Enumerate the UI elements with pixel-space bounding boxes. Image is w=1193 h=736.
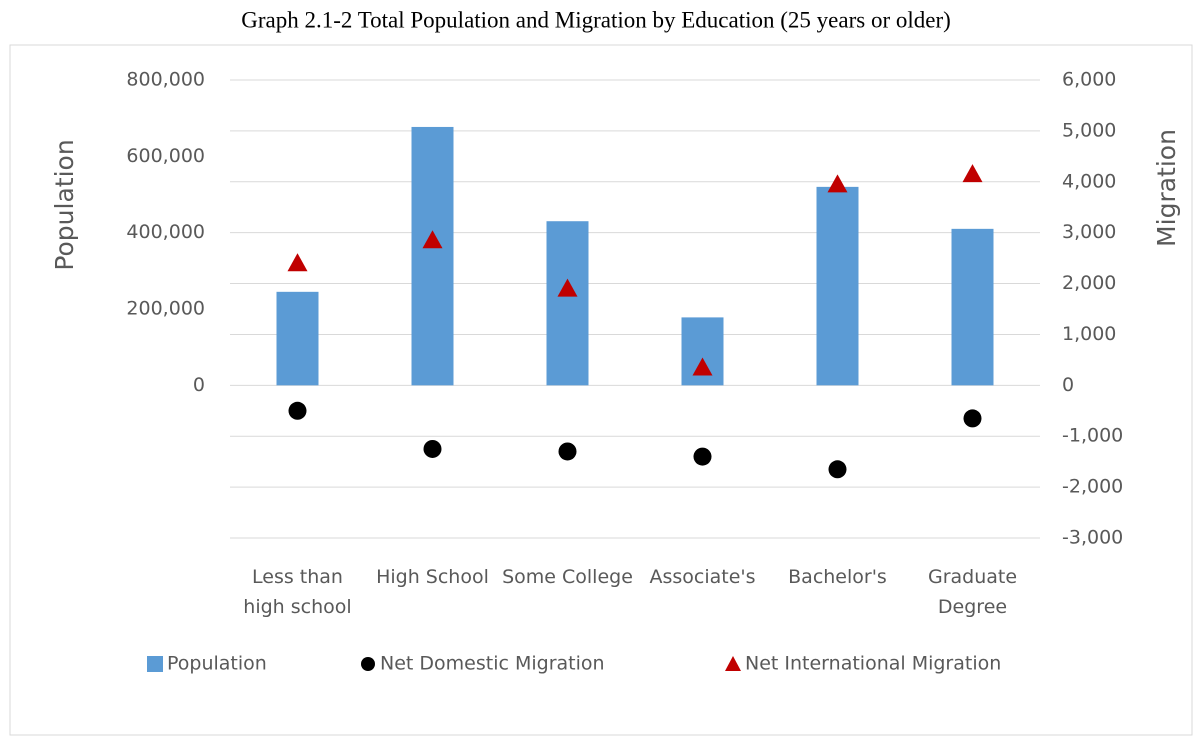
triangle-marker xyxy=(422,230,443,249)
legend-label: Net Domestic Migration xyxy=(380,653,605,675)
y2-tick-label: 6,000 xyxy=(1062,69,1116,91)
legend-label: Population xyxy=(167,653,267,675)
y2-tick-label: 3,000 xyxy=(1062,221,1116,243)
y-tick-label: 800,000 xyxy=(126,69,205,91)
circle-marker xyxy=(558,442,577,461)
x-tick-label: High School xyxy=(376,566,489,588)
y2-tick-label: 5,000 xyxy=(1062,119,1116,141)
triangle-marker xyxy=(557,278,578,297)
y2-axis-title: Migration xyxy=(1152,129,1181,247)
legend-swatch xyxy=(147,656,163,672)
y2-tick-label: 0 xyxy=(1062,374,1074,396)
triangle-marker xyxy=(692,357,713,376)
bar xyxy=(276,291,319,386)
x-tick-label: Bachelor's xyxy=(788,566,887,588)
y2-tick-label: -1,000 xyxy=(1062,425,1123,447)
legend-label: Net International Migration xyxy=(745,653,1001,675)
y-tick-label: 200,000 xyxy=(126,298,205,320)
bar xyxy=(411,126,454,386)
y-tick-label: 600,000 xyxy=(126,145,205,167)
y-tick-label: 400,000 xyxy=(126,221,205,243)
x-tick-label: Associate's xyxy=(649,566,756,588)
x-tick-label: Some College xyxy=(502,566,633,588)
circle-marker xyxy=(693,447,712,466)
x-tick-label: Less than high school xyxy=(243,566,352,618)
y2-tick-label: -2,000 xyxy=(1062,476,1123,498)
y2-tick-label: 4,000 xyxy=(1062,170,1116,192)
y2-tick-label: 1,000 xyxy=(1062,323,1116,345)
y-tick-label: 0 xyxy=(193,374,205,396)
x-tick-label: Graduate Degree xyxy=(927,566,1018,618)
bar xyxy=(951,228,994,386)
circle-marker xyxy=(828,460,847,479)
y2-tick-label: 2,000 xyxy=(1062,272,1116,294)
triangle-marker xyxy=(827,174,848,193)
triangle-marker xyxy=(962,164,983,183)
legend-swatch xyxy=(725,656,741,671)
legend-swatch xyxy=(361,657,375,671)
y2-tick-label: -3,000 xyxy=(1062,527,1123,549)
chart-title: Graph 2.1-2 Total Population and Migrati… xyxy=(241,7,951,32)
bar xyxy=(816,186,859,386)
y-axis-title: Population xyxy=(50,139,79,270)
circle-marker xyxy=(423,439,442,458)
bar xyxy=(546,221,589,386)
circle-marker xyxy=(288,401,307,420)
triangle-marker xyxy=(287,253,308,272)
chart-border xyxy=(9,44,1193,736)
circle-marker xyxy=(963,409,982,428)
